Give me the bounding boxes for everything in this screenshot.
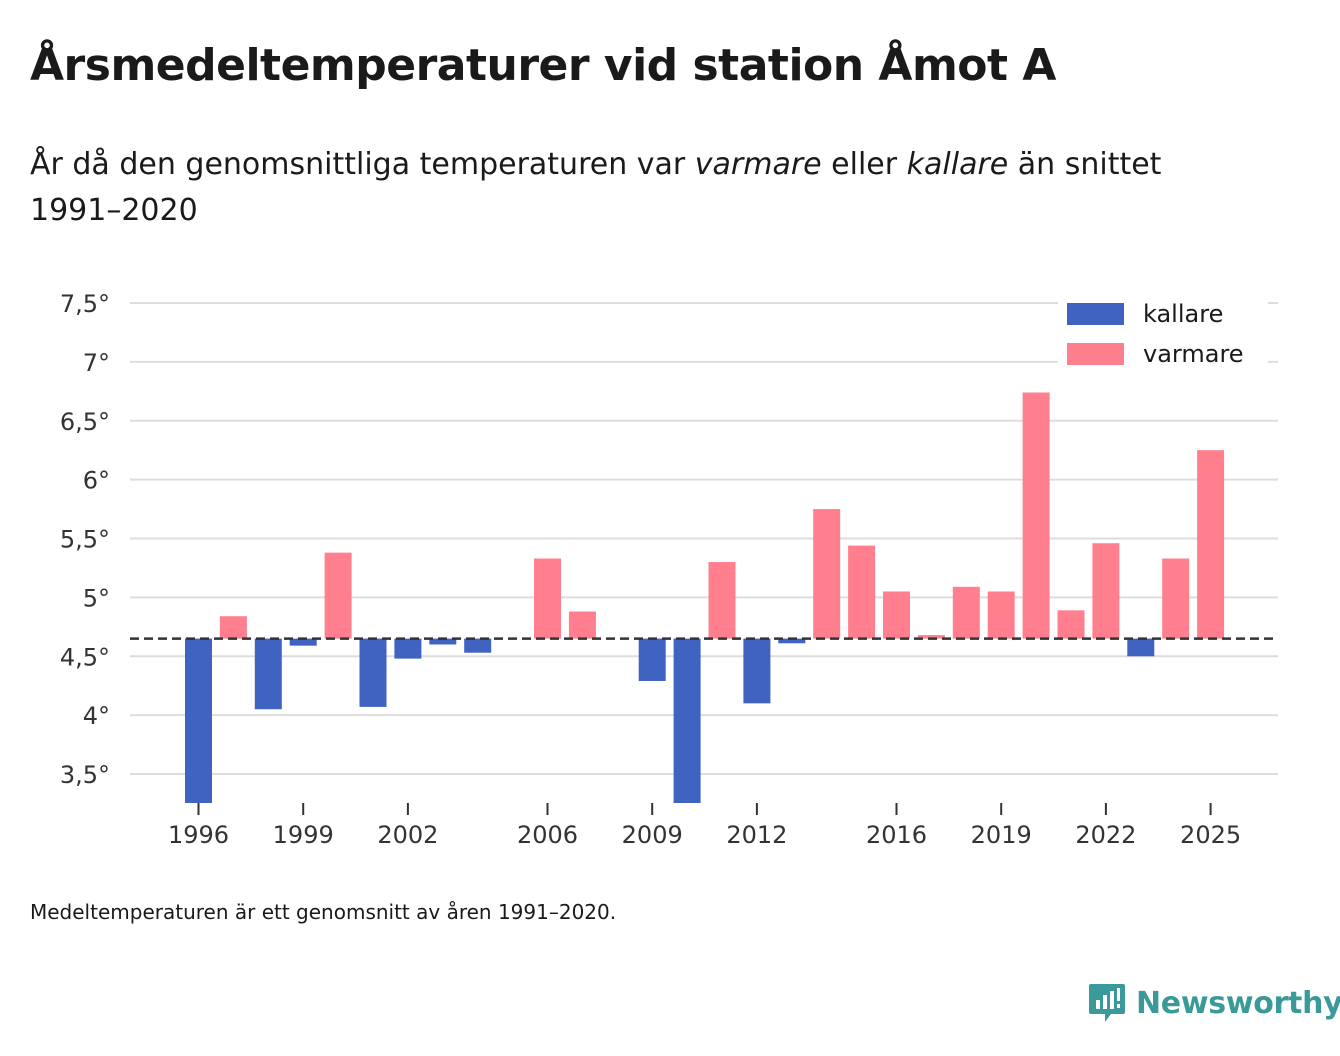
- bar-varmare-2019: [987, 591, 1015, 639]
- bar-varmare-2022: [1092, 543, 1120, 639]
- bar-kallare-1998: [254, 638, 282, 710]
- bar-varmare-2000: [324, 552, 352, 639]
- legend: kallare varmare: [1058, 290, 1268, 378]
- y-tick-label: 4°: [83, 702, 110, 730]
- x-axis-ticks: 1996 1999 2002 2006 2009 2012 2016 2019 2022 2025: [168, 803, 1241, 849]
- x-tick-label: 1999: [273, 821, 334, 849]
- chart-subtitle: År då den genomsnittliga temperaturen va…: [30, 142, 1250, 234]
- legend-label-kallare: kallare: [1143, 300, 1223, 328]
- bar-varmare-2024: [1162, 558, 1190, 639]
- bar-varmare-2015: [848, 545, 876, 639]
- bar-kallare-2004: [464, 638, 492, 653]
- y-tick-label: 6°: [83, 467, 110, 495]
- bar-varmare-2021: [1057, 610, 1085, 639]
- bar-kallare-2002: [394, 638, 422, 659]
- y-tick-label: 4,5°: [60, 643, 110, 671]
- legend-swatch-varmare: [1067, 343, 1124, 365]
- bar-varmare-2014: [813, 509, 841, 639]
- y-tick-label: 6,5°: [60, 408, 110, 436]
- bar-kallare-2001: [359, 638, 387, 707]
- bar-kallare-2013: [778, 638, 806, 644]
- bar-kallare-2009: [638, 638, 666, 681]
- bar-kallare-2003: [429, 638, 457, 645]
- bar-varmare-2006: [534, 558, 561, 639]
- brand-logo: Newsworthy: [1088, 982, 1340, 1024]
- bar-kallare-2023: [1127, 638, 1155, 657]
- x-tick-label: 2006: [517, 821, 578, 849]
- x-tick-label: 2016: [866, 821, 927, 849]
- footnote: Medeltemperaturen är ett genomsnitt av å…: [30, 900, 617, 924]
- bar-kallare-1996: [185, 638, 212, 803]
- bars: [185, 392, 1225, 803]
- x-tick-label: 2022: [1075, 821, 1136, 849]
- y-tick-label: 5°: [83, 584, 110, 612]
- subtitle-warmer-word: varmare: [694, 147, 822, 182]
- legend-swatch-kallare: [1067, 303, 1124, 325]
- bar-varmare-2007: [568, 611, 596, 639]
- newsworthy-logo-icon: [1089, 984, 1125, 1022]
- bar-varmare-2016: [883, 591, 910, 639]
- bar-kallare-2010: [673, 638, 701, 803]
- subtitle-text-1: År då den genomsnittliga temperaturen va…: [30, 147, 695, 182]
- y-tick-label: 7°: [83, 349, 110, 377]
- bar-varmare-2020: [1022, 392, 1050, 639]
- x-tick-label: 2012: [726, 821, 787, 849]
- bar-varmare-2018: [952, 586, 980, 639]
- bar-chart: 3,5° 4° 4,5° 5° 5,5° 6° 6,5° 7° 7,5° 1996 1999 200…: [60, 290, 1278, 849]
- y-tick-label: 7,5°: [60, 290, 110, 318]
- legend-label-varmare: varmare: [1143, 340, 1244, 368]
- bar-varmare-2011: [708, 562, 736, 639]
- subtitle-colder-word: kallare: [906, 147, 1009, 182]
- brand-name: Newsworthy: [1136, 985, 1340, 1021]
- x-tick-label: 2009: [622, 821, 683, 849]
- subtitle-text-3: än snittet 1991–2020: [30, 147, 1162, 228]
- x-tick-label: 1996: [168, 821, 229, 849]
- y-tick-label: 3,5°: [60, 761, 110, 789]
- chart-title: Årsmedeltemperaturer vid station Åmot A: [30, 40, 1056, 91]
- subtitle-text-2: eller: [821, 147, 907, 182]
- bar-kallare-2012: [743, 638, 771, 704]
- bar-varmare-1997: [219, 616, 247, 639]
- bar-kallare-1999: [289, 638, 317, 646]
- x-tick-label: 2025: [1180, 821, 1241, 849]
- bar-varmare-2017: [917, 635, 945, 639]
- x-tick-label: 2002: [377, 821, 438, 849]
- x-tick-label: 2019: [971, 821, 1032, 849]
- bar-varmare-2025: [1197, 450, 1225, 639]
- y-axis-ticks: 3,5° 4° 4,5° 5° 5,5° 6° 6,5° 7° 7,5°: [60, 290, 110, 789]
- y-tick-label: 5,5°: [60, 526, 110, 554]
